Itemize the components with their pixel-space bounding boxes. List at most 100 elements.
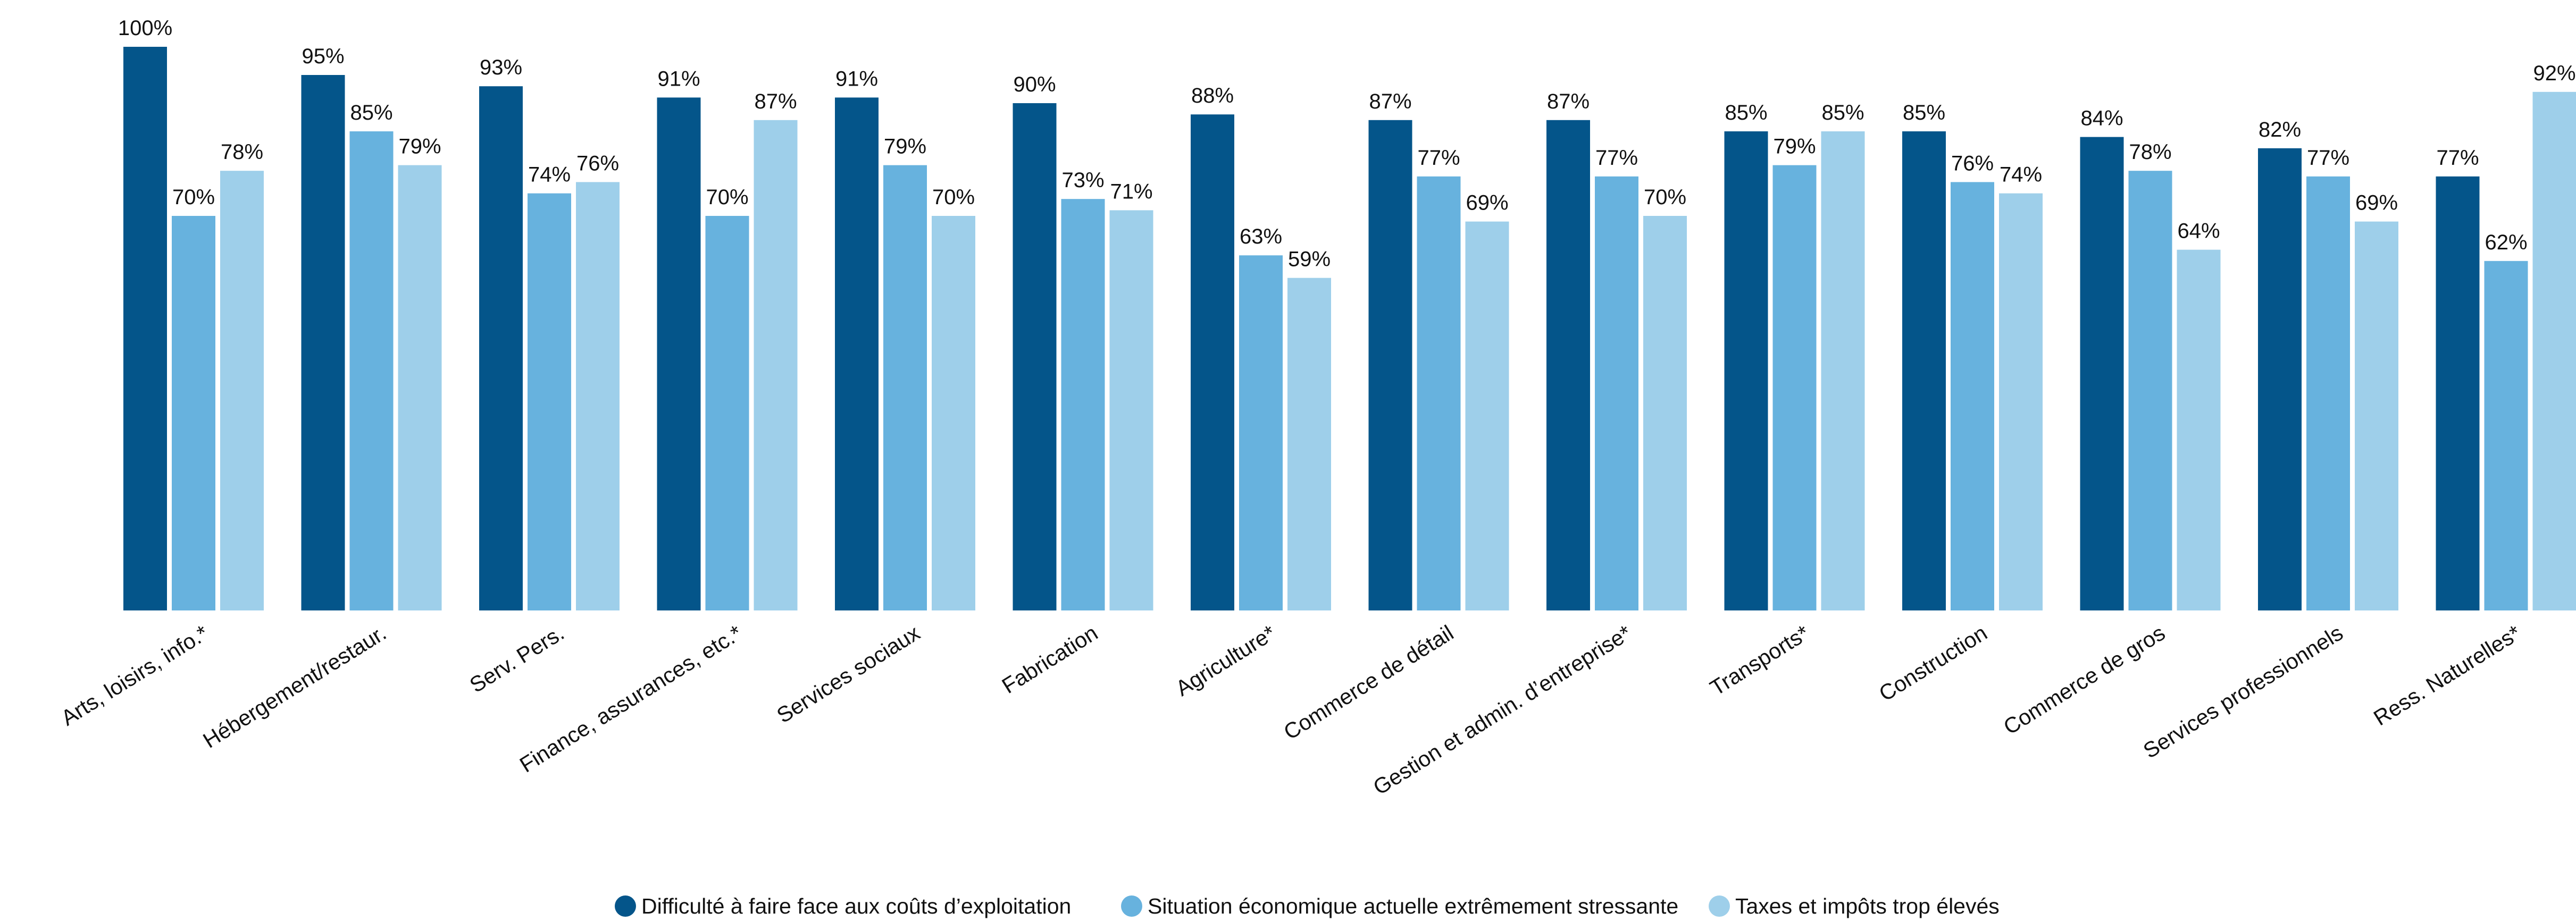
category-label-6: Fabrication (998, 621, 1102, 698)
value-label-s3-8: 69% (1466, 191, 1508, 215)
bar-s1-5 (835, 97, 879, 610)
bar-s3-9 (1643, 216, 1687, 610)
legend-marker-2 (1121, 895, 1142, 917)
value-label-s3-9: 70% (1644, 186, 1686, 209)
bar-s1-6 (1013, 103, 1057, 610)
value-label-s3-1: 78% (221, 140, 263, 164)
value-label-s3-3: 76% (576, 152, 619, 175)
value-label-s1-8: 87% (1369, 90, 1411, 113)
value-label-s1-5: 91% (835, 67, 878, 90)
value-label-s3-7: 59% (1288, 248, 1331, 271)
category-label-1: Arts, loisirs, info.* (57, 621, 213, 731)
value-label-s3-14: 92% (2533, 62, 2575, 85)
value-label-s1-7: 88% (1191, 84, 1234, 107)
bar-s2-3 (528, 193, 571, 611)
bar-s3-11 (1999, 193, 2043, 611)
category-label-13: Services professionnels (2139, 621, 2347, 763)
value-label-group: 100%70%78%95%85%79%93%74% 76%91%70%87%91%… (118, 16, 2576, 271)
bar-s2-10 (1772, 165, 1817, 611)
category-label-5: Services sociaux (773, 620, 925, 727)
value-label-s2-5: 79% (884, 135, 926, 158)
bar-s2-9 (1595, 176, 1638, 610)
category-label-14: Ress. Naturelles* (2369, 621, 2525, 731)
bar-s1-13 (2258, 148, 2302, 610)
value-label-s2-11: 76% (1951, 152, 1994, 175)
bar-group (123, 47, 2576, 611)
bar-s2-6 (1061, 199, 1105, 610)
value-label-s1-1: 100% (118, 16, 172, 40)
bar-s3-1 (220, 171, 264, 610)
category-label-8: Commerce de détail (1279, 621, 1458, 744)
category-label-2: Hébergement/restaur. (199, 621, 391, 753)
value-label-s2-10: 79% (1773, 135, 1816, 158)
bar-s3-7 (1287, 278, 1331, 610)
category-label-group: Arts, loisirs, info.*Hébergement/restaur… (57, 620, 2525, 800)
legend: Difficulté à faire face aux coûts d’expl… (615, 894, 2000, 918)
value-label-s1-4: 91% (657, 67, 700, 90)
value-label-s2-14: 62% (2485, 231, 2527, 254)
value-label-s1-9: 87% (1547, 90, 1590, 113)
bar-s2-5 (883, 165, 927, 611)
bar-s2-4 (705, 216, 749, 610)
category-label-3: Serv. Pers. (465, 621, 568, 698)
value-label-s2-6: 73% (1061, 169, 1104, 192)
value-label-s1-6: 90% (1013, 73, 1056, 96)
value-label-s1-13: 82% (2259, 118, 2301, 141)
bar-s2-7 (1239, 255, 1283, 610)
category-label-7: Agriculture* (1172, 621, 1280, 701)
value-label-s2-7: 63% (1240, 225, 1282, 248)
value-label-s2-3: 74% (528, 163, 571, 187)
legend-label-1: Difficulté à faire face aux coûts d’expl… (641, 894, 1071, 918)
value-label-s2-8: 77% (1417, 146, 1460, 170)
bar-s1-4 (657, 97, 701, 610)
bar-s3-6 (1109, 210, 1153, 610)
category-label-10: Transports* (1705, 621, 1813, 701)
value-label-s3-5: 70% (932, 186, 975, 209)
bar-s1-14 (2436, 176, 2480, 610)
bar-s1-3 (479, 86, 523, 610)
bar-s2-14 (2484, 261, 2528, 610)
value-label-s1-12: 84% (2080, 107, 2123, 130)
value-label-s1-2: 95% (302, 45, 344, 68)
legend-label-2: Situation économique actuelle extrêmemen… (1148, 894, 1678, 918)
value-label-s2-2: 85% (350, 101, 392, 124)
bar-s3-13 (2355, 221, 2398, 611)
value-label-s1-3: 93% (480, 56, 522, 79)
bar-s3-10 (1821, 131, 1865, 610)
value-label-s1-14: 77% (2436, 146, 2479, 170)
value-label-s3-6: 71% (1110, 180, 1152, 203)
category-label-12: Commerce de gros (1999, 621, 2169, 740)
bar-s3-4 (754, 120, 798, 611)
bar-s3-3 (576, 182, 620, 610)
bar-s2-11 (1951, 182, 1994, 610)
bar-s3-5 (932, 216, 975, 610)
value-label-s2-1: 70% (172, 186, 215, 209)
legend-label-3: Taxes et impôts trop élevés (1735, 894, 2000, 918)
bar-s1-11 (1902, 131, 1946, 610)
value-label-s3-2: 79% (398, 135, 441, 158)
bar-s3-2 (398, 165, 442, 611)
value-label-s3-11: 74% (2000, 163, 2042, 187)
bar-s1-12 (2080, 137, 2124, 611)
bar-s3-14 (2532, 91, 2576, 611)
value-label-s3-10: 85% (1821, 101, 1864, 124)
bar-s1-10 (1724, 131, 1768, 610)
value-label-s2-12: 78% (2129, 140, 2171, 164)
value-label-s2-9: 77% (1595, 146, 1638, 170)
bar-s2-8 (1417, 176, 1461, 610)
value-label-s2-4: 70% (706, 186, 748, 209)
bar-s1-7 (1191, 114, 1234, 610)
bar-s2-2 (349, 131, 394, 610)
value-label-s2-13: 77% (2307, 146, 2349, 170)
value-label-s3-12: 64% (2177, 220, 2220, 243)
value-label-s3-4: 87% (754, 90, 797, 113)
bar-s2-1 (172, 216, 215, 610)
bar-s1-9 (1546, 120, 1590, 611)
value-label-s1-10: 85% (1725, 101, 1767, 124)
bar-s2-12 (2128, 171, 2172, 610)
legend-marker-1 (615, 895, 636, 917)
bar-s3-12 (2177, 249, 2221, 611)
category-label-11: Construction (1875, 621, 1992, 706)
bar-s3-8 (1465, 221, 1509, 611)
